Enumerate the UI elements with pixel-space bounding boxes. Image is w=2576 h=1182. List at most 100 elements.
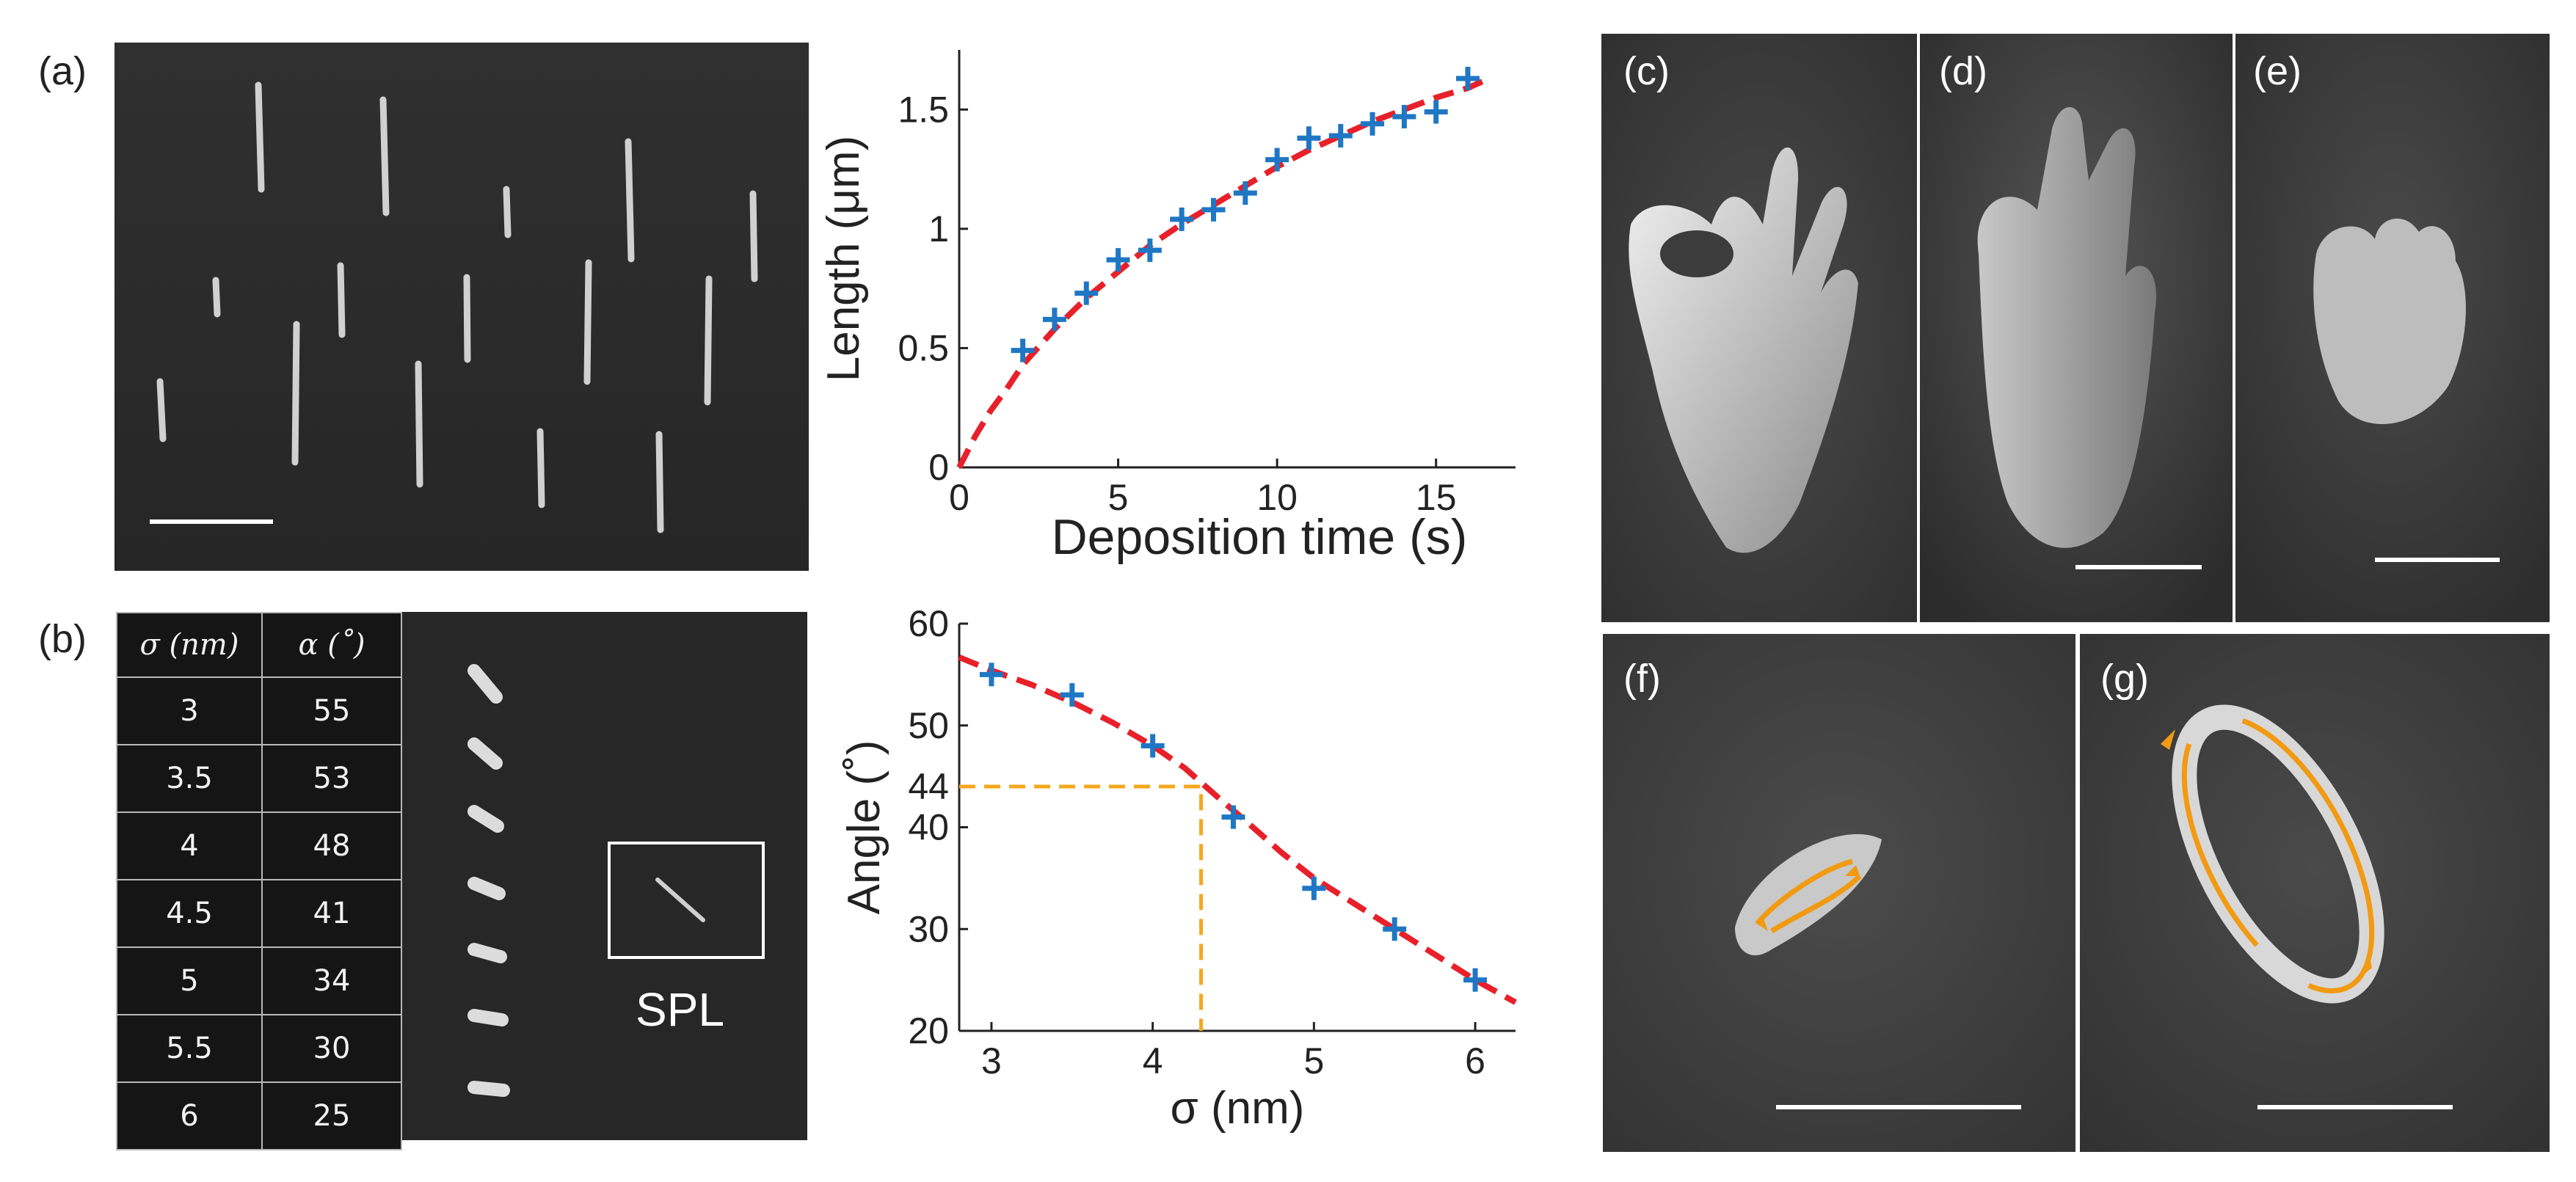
x-tick-label: 4 <box>1143 1040 1163 1081</box>
data-point <box>1361 112 1385 136</box>
sem-image-b: SPL <box>402 612 807 1140</box>
y-axis-label: Angle (˚) <box>839 740 889 915</box>
hand-fist-illustration <box>2235 34 2550 622</box>
x-axis-label: Deposition time (s) <box>1052 509 1468 565</box>
sem-image-e: (e) <box>2235 34 2550 622</box>
data-point <box>979 663 1003 687</box>
spl-label: SPL <box>636 983 724 1036</box>
x-tick-label: 10 <box>1256 477 1298 518</box>
data-point <box>1140 734 1165 758</box>
data-point <box>1170 207 1194 231</box>
data-point <box>1456 67 1480 91</box>
panel-label-c: (c) <box>1623 49 1670 93</box>
data-point <box>1463 968 1488 992</box>
panel-label-e: (e) <box>2253 49 2302 93</box>
y-tick-label: 44 <box>908 766 949 807</box>
table-cell: 41 <box>261 879 402 948</box>
table-row: 5.5 30 <box>116 1014 402 1083</box>
scale-bar-a <box>150 519 273 524</box>
sem-image-g: (g) <box>2080 634 2550 1152</box>
x-tick-label: 3 <box>981 1040 1002 1081</box>
hand-ok-illustration <box>1601 34 1917 622</box>
data-point <box>1011 338 1035 362</box>
y-tick-label: 50 <box>908 705 949 746</box>
sem-image-d: (d) <box>1920 34 2233 622</box>
sem-image-f: (f) <box>1603 634 2075 1152</box>
panel-label-b: (b) <box>38 617 87 661</box>
table-cell: 3 <box>116 676 263 745</box>
table-cell: 30 <box>261 1014 402 1083</box>
data-point <box>1138 238 1162 263</box>
table-cell: 55 <box>261 676 402 745</box>
chart-length-vs-time: 0 5 10 15 0 0.5 1 1.5 Deposition time (s) Length … <box>818 50 1516 565</box>
guide-line <box>959 784 1204 1031</box>
panel-label-g: (g) <box>2100 657 2149 701</box>
hand-fingers-illustration <box>1920 34 2233 622</box>
scale-bar-f <box>1776 1105 2021 1109</box>
data-point <box>1328 124 1353 148</box>
table-row: 6 25 <box>116 1081 402 1150</box>
table-cell: 4 <box>116 811 263 880</box>
data-point <box>1297 126 1321 150</box>
scale-bar-d <box>2075 565 2202 569</box>
fit-line <box>956 78 1485 469</box>
sem-image-a <box>114 43 809 571</box>
data-point <box>1201 197 1226 222</box>
table-cell: 5.5 <box>116 1014 263 1083</box>
x-tick-label: 0 <box>949 477 969 518</box>
data-point <box>1265 147 1289 172</box>
panel-label-f: (f) <box>1623 657 1661 701</box>
y-axis-label: Length (μm) <box>818 136 869 382</box>
scale-bar-e <box>2375 558 2500 562</box>
nanowire-array-illustration <box>114 43 809 571</box>
sigma-angle-table: σ (nm) α (˚) 3 55 3.5 53 4 48 4.5 41 5 34 5.5… <box>116 612 402 1150</box>
y-tick-label: 1 <box>928 208 949 249</box>
table-row: 4 48 <box>116 811 402 880</box>
table-cell: 25 <box>261 1081 402 1150</box>
table-header-alpha: α (˚) <box>261 612 402 678</box>
table-row: 5 34 <box>116 946 402 1015</box>
tilted-wires-illustration <box>402 612 807 1140</box>
table-cell: 48 <box>261 811 402 880</box>
ring-structure-illustration <box>2080 634 2550 1152</box>
y-tick-label: 0 <box>928 447 949 488</box>
data-point <box>1042 307 1066 332</box>
x-axis-label: σ (nm) <box>1171 1083 1305 1134</box>
y-tick-label: 0.5 <box>898 327 949 368</box>
data-point <box>1233 181 1257 205</box>
data-point <box>1392 105 1416 129</box>
panel-label-d: (d) <box>1939 49 1987 93</box>
data-point <box>1302 876 1326 900</box>
y-tick-label: 30 <box>908 908 949 949</box>
table-cell: 53 <box>261 744 402 813</box>
table-cell: 6 <box>116 1081 263 1150</box>
x-tick-label: 15 <box>1416 477 1457 518</box>
data-point <box>1221 805 1245 829</box>
table-cell: 3.5 <box>116 744 263 813</box>
table-cell: 5 <box>116 946 263 1015</box>
data-point <box>1060 683 1084 707</box>
panel-label-a: (a) <box>38 49 87 93</box>
table-cell: 4.5 <box>116 879 263 948</box>
x-tick-label: 5 <box>1108 477 1129 518</box>
y-tick-label: 1.5 <box>898 89 949 130</box>
fit-line <box>958 654 1517 1005</box>
table-header-sigma: σ (nm) <box>116 612 263 678</box>
table-row: 3 55 <box>116 676 402 745</box>
data-point <box>1424 100 1448 124</box>
crescent-structure-illustration <box>1603 634 2075 1152</box>
table-cell: 34 <box>261 946 402 1015</box>
x-tick-label: 6 <box>1465 1040 1485 1081</box>
table-row: 3.5 53 <box>116 744 402 813</box>
y-tick-label: 60 <box>908 603 949 644</box>
y-tick-label: 40 <box>908 807 949 848</box>
data-point <box>1074 281 1099 305</box>
scale-bar-g <box>2257 1105 2453 1109</box>
x-tick-label: 5 <box>1303 1040 1324 1081</box>
table-row: 4.5 41 <box>116 879 402 948</box>
y-tick-label: 20 <box>908 1010 949 1051</box>
data-point <box>1383 917 1407 941</box>
sem-image-c: (c) <box>1601 34 1917 622</box>
data-point <box>1106 248 1130 272</box>
